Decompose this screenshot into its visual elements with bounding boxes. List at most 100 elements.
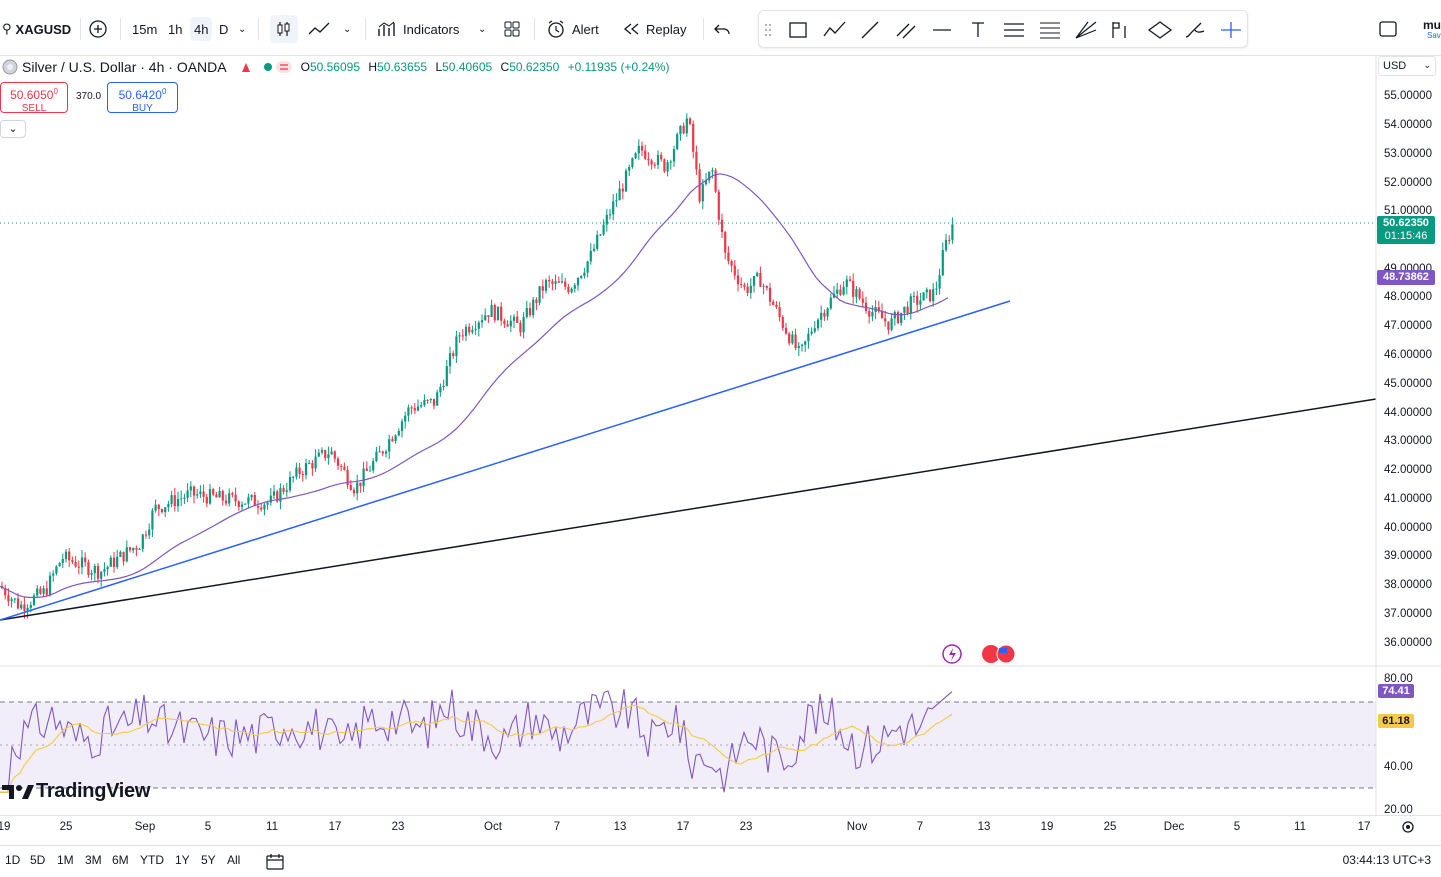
range-button-ytd[interactable]: YTD [140,853,164,867]
save-status[interactable]: Sav [1427,31,1441,40]
crosshair-icon[interactable] [1219,20,1243,40]
path-tool-icon[interactable] [822,20,848,40]
trend-line-upper[interactable] [0,300,1011,621]
candle-body [148,529,151,536]
trend-line-lower[interactable] [0,398,1377,621]
calendar-icon[interactable] [265,853,285,871]
range-button-1m[interactable]: 1M [57,853,74,867]
chart-canvas[interactable] [0,56,1441,816]
alert-button[interactable]: Alert [546,16,599,42]
buy-button[interactable]: 50.64200 BUY [107,82,178,114]
layouts-button[interactable] [503,16,521,42]
indicators-button[interactable]: Indicators [377,16,459,42]
candle-body [740,284,743,286]
candle-body [436,392,439,406]
symbol-search[interactable]: ⚲ XAGUSD [0,16,71,42]
range-button-all[interactable]: All [227,853,241,867]
tradingview-logo[interactable]: TradingView [2,780,150,803]
gann-fan-icon[interactable] [1074,20,1098,40]
symbol-title[interactable]: Silver / U.S. Dollar · 4h · OANDA [22,59,227,75]
interval-15m[interactable]: 15m [132,21,158,37]
candle-body [928,289,932,302]
candle-body [84,557,87,563]
candle-body [842,286,845,295]
candle-body [557,281,560,283]
candle-body [250,495,253,498]
interval-4h[interactable]: 4h [190,17,213,41]
time-axis[interactable]: 19 25 Sep 5 11 17 23 Oct 7 13 17 23 Nov 7 13 19 25 Dec 5 11… [0,815,1441,837]
top-toolbar: ⚲ XAGUSD 15m 1h 4h D ⌄ ⌄ Indicators ⌄ Al… [0,0,1441,56]
candle-body [68,551,71,561]
candle-body [125,547,128,562]
chart-type-line-button[interactable] [307,16,331,42]
sell-button[interactable]: 50.60500 SELL [0,82,68,114]
indicators-dropdown[interactable]: ⌄ [478,16,486,42]
candle-body [509,320,512,327]
range-button-5y[interactable]: 5Y [201,853,216,867]
chart-type-dropdown[interactable]: ⌄ [343,16,351,42]
long-position-icon[interactable] [1109,20,1133,40]
candle-body [272,491,276,496]
undo-button[interactable] [713,16,731,42]
candle-body [400,421,404,432]
range-button-5d[interactable]: 5D [30,853,46,867]
drag-handle-icon[interactable] [763,20,773,40]
candle-body [554,281,557,284]
sell-price: 50.6050 [10,88,54,102]
candle-body [189,486,192,491]
fib-channel-icon[interactable] [1038,20,1062,40]
candle-body [765,285,768,288]
collapse-legend-button[interactable]: ⌄ [0,120,26,138]
settings-gear-icon[interactable] [1399,818,1417,836]
user-initials[interactable]: mu [1423,18,1441,32]
range-button-1y[interactable]: 1Y [175,853,190,867]
add-symbol-button[interactable] [88,16,108,42]
ellipse-tool-icon[interactable] [1147,20,1173,40]
candle-body [717,191,720,220]
interval-dropdown[interactable]: ⌄ [238,16,246,42]
fullscreen-button[interactable] [1377,16,1399,42]
candle-body [23,604,26,611]
candle-body [397,431,400,436]
candle-body [666,162,669,172]
candle-body [205,496,208,504]
fib-retracement-icon[interactable] [1002,20,1026,40]
candle-body [192,486,196,496]
candle-body [845,279,848,287]
rectangle-tool-icon[interactable] [787,20,809,40]
candles-style-button[interactable] [270,15,298,43]
text-tool-icon[interactable] [969,20,987,40]
time-axis-label: 23 [739,821,753,833]
candle-body [938,275,941,289]
interval-d[interactable]: D [219,21,229,37]
candle-body [724,232,727,253]
parallel-channel-icon[interactable] [895,20,917,40]
replay-button[interactable]: Replay [622,16,686,42]
range-button-3m[interactable]: 3M [85,853,102,867]
range-button-6m[interactable]: 6M [112,853,129,867]
candle-body [391,439,394,442]
candle-body [768,287,772,302]
interval-1h[interactable]: 1h [168,21,183,37]
horizontal-line-icon[interactable] [931,20,953,40]
range-button-1d[interactable]: 1D [5,853,21,867]
candle-body [829,297,832,309]
candle-body [871,311,874,317]
candle-body [253,495,256,506]
candle-body [672,149,676,162]
candle-body [196,494,199,496]
candle-body [320,450,324,453]
us-flag-event-icon-2[interactable] [996,644,1016,664]
rsi-value-tag: 74.41 [1378,684,1414,698]
currency-select[interactable]: USD ⌄ [1378,56,1436,76]
candle-body [263,504,266,510]
indicators-icon [378,21,395,36]
us-flag-event-icon[interactable] [982,645,1000,663]
utc-clock[interactable]: 03:44:13 UTC+3 [1342,853,1431,867]
events-markers[interactable] [942,644,1016,664]
trend-line-icon[interactable] [859,20,881,40]
time-axis-label: 7 [916,821,924,833]
candle-body [605,214,608,225]
candle-body [468,326,471,333]
brush-tool-icon[interactable] [1183,20,1207,40]
